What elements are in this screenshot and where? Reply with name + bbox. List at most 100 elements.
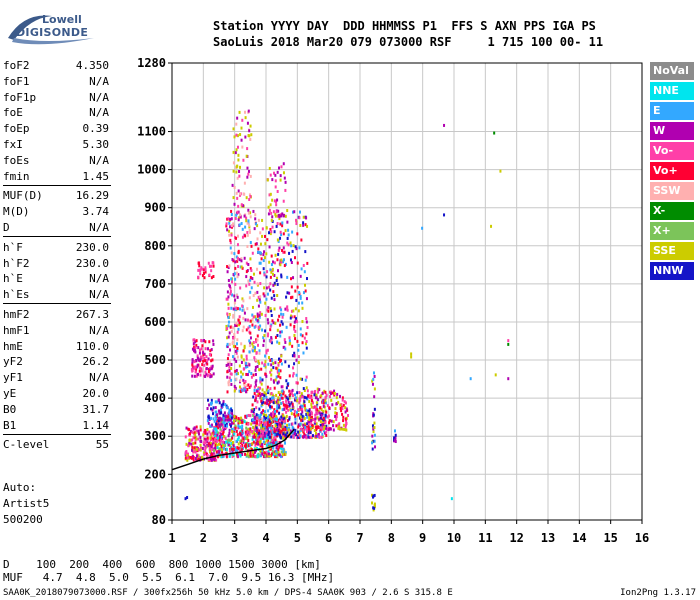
echo-point <box>248 370 251 374</box>
echo-point <box>240 138 243 142</box>
echo-point <box>266 385 269 389</box>
echo-point <box>193 345 196 349</box>
echo-point <box>248 129 251 133</box>
echo-point <box>250 133 253 137</box>
echo-point <box>211 454 214 458</box>
echo-point <box>252 373 255 377</box>
echo-point <box>189 432 192 436</box>
echo-point <box>247 170 250 174</box>
echo-point <box>193 449 196 453</box>
echo-point <box>277 252 280 256</box>
echo-point <box>227 316 230 320</box>
echo-point <box>232 444 235 448</box>
echo-point <box>234 260 237 264</box>
echo-point <box>236 454 239 458</box>
echo-point <box>372 377 375 381</box>
echo-point <box>249 384 252 388</box>
echo-point <box>324 414 327 418</box>
echo-point <box>207 261 210 265</box>
echo-point <box>305 427 308 431</box>
param-row: h`F 230.0 <box>3 240 109 256</box>
echo-point <box>301 410 304 414</box>
echo-point <box>239 286 242 290</box>
echo-point <box>344 406 347 410</box>
echo-point <box>234 349 237 353</box>
echo-point <box>342 419 345 423</box>
echo-point <box>310 415 313 419</box>
echo-point <box>220 444 223 448</box>
echo-point <box>217 398 220 402</box>
echo-point <box>275 423 278 427</box>
echo-point <box>269 415 272 419</box>
echo-point <box>200 369 203 373</box>
echo-point <box>258 361 261 365</box>
echo-point <box>259 251 262 255</box>
echo-point <box>253 421 256 425</box>
echo-point <box>285 306 288 310</box>
echo-point <box>281 428 284 432</box>
echo-point <box>194 456 197 460</box>
echo-point <box>263 434 266 438</box>
echo-point <box>268 166 271 170</box>
echo-point <box>273 307 276 311</box>
echo-point <box>262 253 265 257</box>
echo-point <box>260 449 263 453</box>
echo-point <box>228 229 231 233</box>
echo-point <box>215 415 218 419</box>
echo-point <box>313 405 316 409</box>
echo-point <box>301 414 304 418</box>
echo-point <box>197 429 200 433</box>
echo-point <box>218 416 221 420</box>
echo-point <box>229 286 232 290</box>
echo-point <box>259 412 262 416</box>
echo-point <box>285 406 288 410</box>
echo-point <box>198 448 201 452</box>
echo-point <box>261 433 264 437</box>
echo-point <box>279 334 282 338</box>
echo-point <box>269 268 272 272</box>
echo-point <box>295 413 298 417</box>
echo-point <box>226 415 229 419</box>
echo-point <box>286 275 289 279</box>
echo-point <box>211 364 214 368</box>
echo-point <box>251 429 254 433</box>
echo-point <box>305 412 308 416</box>
echo-point <box>306 430 309 434</box>
echo-point <box>318 435 321 439</box>
echo-point <box>234 424 237 428</box>
echo-point <box>273 414 276 418</box>
echo-point <box>299 415 302 419</box>
echo-point <box>254 394 257 398</box>
echo-point <box>238 389 241 393</box>
echo-point <box>236 134 239 138</box>
echo-point <box>286 291 289 295</box>
echo-point <box>232 161 235 165</box>
echo-point <box>208 273 211 277</box>
echo-point <box>238 110 241 114</box>
echo-point <box>341 407 344 411</box>
echo-point <box>264 401 267 405</box>
echo-point <box>253 280 256 284</box>
echo-point <box>252 272 255 276</box>
echo-point <box>227 295 230 299</box>
echo-point <box>228 376 231 380</box>
echo-point <box>373 493 376 497</box>
echo-point <box>265 286 268 290</box>
echo-point <box>264 234 267 238</box>
echo-point <box>265 416 268 420</box>
echo-point <box>251 421 254 425</box>
echo-point <box>242 204 245 208</box>
echo-point <box>258 251 261 255</box>
distance-row: D 100 200 400 600 800 1000 1500 3000 [km… <box>3 558 321 571</box>
param-row: foE N/A <box>3 105 109 121</box>
echo-point <box>196 457 199 461</box>
x-tick-label: 4 <box>262 531 269 545</box>
echo-point <box>308 418 311 422</box>
echo-point <box>243 110 246 114</box>
echo-point <box>279 174 282 178</box>
echo-point <box>236 210 239 214</box>
echo-point <box>225 448 228 452</box>
echo-point <box>269 444 272 448</box>
echo-point <box>289 323 292 327</box>
echo-point <box>225 422 228 426</box>
